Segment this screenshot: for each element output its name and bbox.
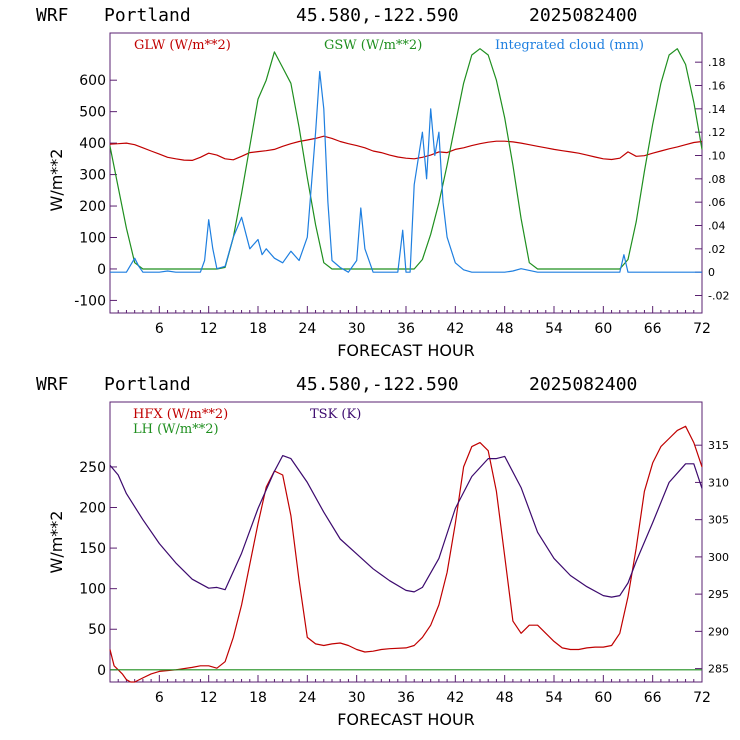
panel1-right-y-axis: -.02 0 .02 .04 .06 .08 .10 .12 .14 .16 .18 <box>695 56 729 303</box>
x-tick-label: 24 <box>298 321 316 337</box>
x-tick-label: 42 <box>446 690 464 706</box>
x-tick-label: 30 <box>348 321 366 337</box>
panel1-header-date: 2025082400 <box>529 5 637 26</box>
y-right-tick-label: .06 <box>708 196 726 209</box>
panel-fluxes: WRF Portland 45.580,-122.590 2025082400 … <box>36 374 729 729</box>
y-tick-label: 400 <box>79 136 106 152</box>
y-right-tick-label: 295 <box>708 588 729 601</box>
legend-gsw: GSW (W/m**2) <box>324 38 422 53</box>
x-tick-label: 6 <box>155 321 164 337</box>
panel2-y-axis-label: W/m**2 <box>47 511 66 574</box>
panel2-series <box>109 425 703 683</box>
panel2-x-axis: 6 12 18 24 30 36 42 48 54 60 66 72 <box>117 675 711 706</box>
x-tick-label: 42 <box>446 321 464 337</box>
y-right-tick-label: .10 <box>708 150 726 163</box>
panel1-y-axis-label: W/m**2 <box>47 149 66 212</box>
y-right-tick-label: 0 <box>708 266 715 279</box>
x-tick-label: 18 <box>249 321 267 337</box>
series-line-tsk-k <box>109 455 703 598</box>
y-right-tick-label: 305 <box>708 514 729 527</box>
panel1-legend: GLW (W/m**2) GSW (W/m**2) Integrated clo… <box>134 38 644 53</box>
y-tick-label: 500 <box>79 105 106 121</box>
panel2-right-y-axis: 285 290 295 300 305 310 315 <box>695 439 729 676</box>
x-tick-label: 72 <box>693 321 711 337</box>
series-line-hfx-w-m-2 <box>109 425 703 683</box>
x-tick-label: 66 <box>644 690 662 706</box>
y-right-tick-label: 300 <box>708 551 729 564</box>
x-tick-label: 48 <box>496 321 514 337</box>
x-tick-label: 54 <box>545 690 563 706</box>
y-tick-label: 0 <box>97 663 106 679</box>
panel1-x-axis: 6 12 18 24 30 36 42 48 54 60 66 72 <box>117 306 711 337</box>
legend-lh: LH (W/m**2) <box>133 422 219 437</box>
y-tick-label: 150 <box>79 541 106 557</box>
series-line-integrated-cloud-mm <box>110 70 702 273</box>
x-tick-label: 36 <box>397 690 415 706</box>
panel1-left-y-axis: -100 0 100 200 300 400 500 600 <box>74 73 117 309</box>
y-tick-label: 300 <box>79 168 106 184</box>
x-tick-label: 60 <box>594 690 612 706</box>
panel2-header-date: 2025082400 <box>529 374 637 395</box>
panel2-header-location: Portland <box>104 374 191 395</box>
panel1-series <box>109 48 703 273</box>
x-tick-label: 66 <box>644 321 662 337</box>
x-tick-label: 36 <box>397 321 415 337</box>
y-right-tick-label: .14 <box>708 103 726 116</box>
y-right-tick-label: 290 <box>708 625 729 638</box>
panel2-left-y-axis: 0 50 100 150 200 250 <box>79 460 117 679</box>
panel1-x-axis-label: FORECAST HOUR <box>337 341 475 360</box>
panel2-header-model: WRF <box>36 374 69 395</box>
panel-radiation: WRF Portland 45.580,-122.590 2025082400 … <box>36 5 729 360</box>
panel2-legend: HFX (W/m**2) LH (W/m**2) TSK (K) <box>133 407 361 437</box>
x-tick-label: 48 <box>496 690 514 706</box>
y-right-tick-label: .18 <box>708 56 726 69</box>
y-right-tick-label: .02 <box>708 243 726 256</box>
panel2-header-coords: 45.580,-122.590 <box>296 374 459 395</box>
legend-integrated-cloud: Integrated cloud (mm) <box>495 38 644 53</box>
x-tick-label: 12 <box>200 690 218 706</box>
y-tick-label: 100 <box>79 582 106 598</box>
series-line-glw-w-m-2 <box>109 135 703 161</box>
x-tick-label: 12 <box>200 321 218 337</box>
y-tick-label: 200 <box>79 199 106 215</box>
legend-glw: GLW (W/m**2) <box>134 38 231 53</box>
legend-hfx: HFX (W/m**2) <box>133 407 228 422</box>
panel2-x-axis-label: FORECAST HOUR <box>337 710 475 729</box>
y-right-tick-label: 310 <box>708 476 729 489</box>
y-tick-label: 600 <box>79 73 106 89</box>
x-tick-label: 18 <box>249 690 267 706</box>
y-tick-label: 0 <box>97 262 106 278</box>
x-tick-label: 30 <box>348 690 366 706</box>
panel2-plot-frame <box>109 401 703 683</box>
y-right-tick-label: -.02 <box>708 290 729 303</box>
y-tick-label: 100 <box>79 230 106 246</box>
y-right-tick-label: .04 <box>708 220 726 233</box>
x-tick-label: 72 <box>693 690 711 706</box>
y-right-tick-label: .08 <box>708 173 726 186</box>
y-tick-label: 50 <box>88 622 106 638</box>
x-tick-label: 54 <box>545 321 563 337</box>
y-right-tick-label: 315 <box>708 439 729 452</box>
y-right-tick-label: .12 <box>708 126 726 139</box>
legend-tsk: TSK (K) <box>310 407 361 422</box>
x-tick-label: 24 <box>298 690 316 706</box>
y-tick-label: 200 <box>79 501 106 517</box>
y-tick-label: -100 <box>74 293 106 309</box>
panel1-header-model: WRF <box>36 5 69 26</box>
panel1-header-location: Portland <box>104 5 191 26</box>
y-right-tick-label: 285 <box>708 663 729 676</box>
x-tick-label: 6 <box>155 690 164 706</box>
y-tick-label: 250 <box>79 460 106 476</box>
panel1-header-coords: 45.580,-122.590 <box>296 5 459 26</box>
y-right-tick-label: .16 <box>708 80 726 93</box>
x-tick-label: 60 <box>594 321 612 337</box>
